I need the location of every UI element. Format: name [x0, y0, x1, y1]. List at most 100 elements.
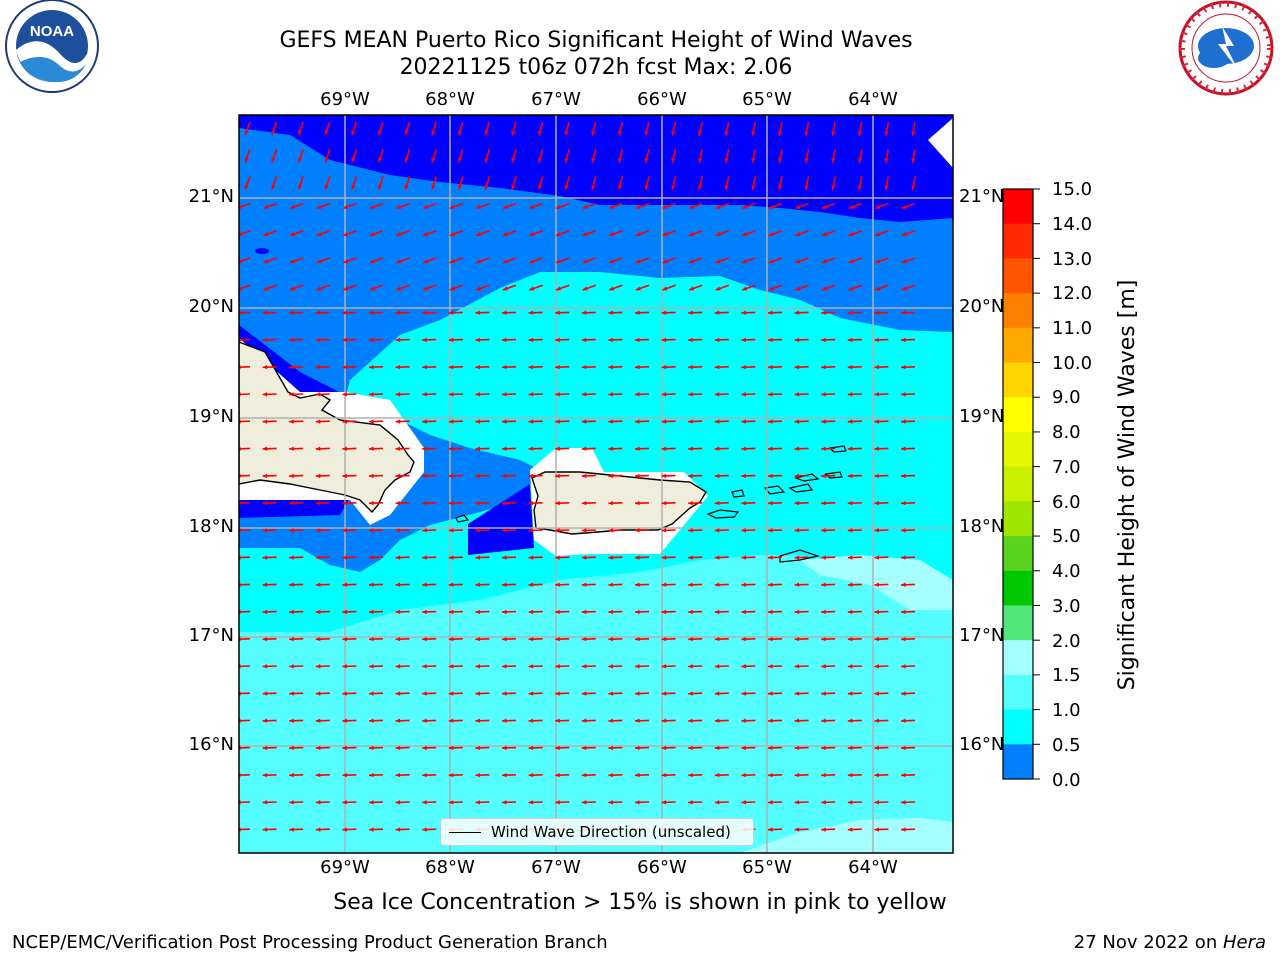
wave-arrow-head: [395, 337, 401, 343]
colorbar-segment: [1003, 258, 1033, 294]
wave-arrow-head: [874, 500, 879, 506]
wave-arrow-head: [448, 636, 454, 642]
wave-arrow-head: [315, 800, 321, 805]
wave-arrow-head: [343, 259, 349, 264]
wave-arrow-head: [581, 609, 587, 615]
wave-arrow-head: [475, 636, 480, 642]
wave-arrow-head: [555, 446, 560, 451]
wave-arrow-head: [768, 609, 773, 615]
wave-arrow-head: [847, 364, 853, 370]
wave-arrow-head: [662, 204, 668, 209]
wave-arrow-head: [848, 232, 854, 237]
wave-arrow-head: [263, 259, 269, 264]
wave-arrow-head: [847, 500, 853, 506]
wave-arrow-head: [661, 800, 667, 805]
wave-arrow-head: [635, 259, 641, 264]
wave-arrow-head: [714, 636, 720, 642]
wave-arrow-head: [768, 232, 774, 237]
wave-arrow-head: [422, 473, 427, 479]
wave-arrow-head: [874, 555, 879, 560]
wave-arrow-head: [661, 745, 667, 751]
wave-arrow-head: [342, 446, 347, 451]
wave-arrow-head: [688, 473, 693, 479]
wave-arrow-head: [404, 157, 409, 163]
wave-arrow-head: [768, 204, 774, 209]
wave-arrow-head: [662, 286, 668, 291]
wave-arrow-head: [449, 259, 455, 264]
wave-arrow-head: [768, 827, 773, 832]
wave-arrow-head: [448, 800, 454, 805]
wave-arrow-head: [874, 364, 879, 370]
lon-label-bottom: 66°W: [637, 857, 687, 878]
wave-arrow-head: [262, 582, 268, 587]
wave-arrow-head: [395, 528, 401, 533]
wave-arrow-head: [901, 800, 906, 805]
wave-arrow-head: [289, 609, 294, 615]
wave-arrow-head: [581, 745, 587, 751]
wave-arrow-head: [821, 582, 826, 587]
wave-arrow-head: [768, 337, 773, 343]
wave-arrow-head: [884, 185, 889, 191]
wave-arrow-head: [794, 664, 800, 669]
wave-arrow-head: [342, 555, 347, 560]
wave-arrow-head: [768, 745, 773, 751]
wave-arrow-head: [821, 419, 826, 424]
wave-arrow-head: [874, 745, 879, 751]
wave-arrow-head: [831, 158, 836, 163]
wave-arrow-head: [262, 664, 268, 669]
wave-arrow-head: [369, 609, 374, 615]
wave-arrow-head: [528, 745, 534, 751]
band-2p0-3p0-east: [800, 555, 953, 610]
wave-arrow-head: [448, 500, 454, 506]
wave-arrow-head: [502, 419, 507, 424]
wave-arrow-head: [821, 800, 826, 805]
wave-arrow-head: [528, 691, 534, 696]
wave-arrow-head: [448, 772, 454, 778]
wave-arrow-head: [502, 582, 507, 587]
wave-arrow-head: [395, 582, 401, 587]
wave-arrow-head: [741, 500, 746, 506]
wave-arrow-head: [741, 419, 746, 424]
wave-arrow-head: [484, 130, 489, 136]
wave-arrow-head: [697, 130, 703, 136]
wave-arrow-head: [697, 185, 703, 191]
wave-arrow-head: [395, 772, 401, 778]
lat-label-right: 21°N: [959, 186, 1005, 207]
wave-arrow-head: [528, 772, 534, 778]
wave-arrow-head: [262, 609, 268, 615]
colorbar-segment: [1003, 431, 1033, 468]
wave-arrow-head: [342, 419, 347, 424]
wave-arrow-head: [423, 204, 429, 209]
wave-arrow-head: [556, 204, 562, 209]
wave-arrow-head: [847, 609, 853, 615]
wave-arrow-head: [289, 582, 294, 587]
wave-arrow-head: [617, 185, 623, 190]
wave-arrow-head: [244, 130, 249, 136]
wave-arrow-head: [289, 555, 294, 560]
wave-arrow-head: [555, 555, 560, 560]
wave-arrow-head: [688, 636, 693, 642]
wave-arrow-head: [448, 473, 454, 479]
colorbar-tick: 2.0: [1052, 631, 1081, 652]
wave-arrow-head: [476, 286, 482, 291]
wave-arrow-head: [396, 286, 402, 291]
wave-arrow-head: [768, 286, 774, 291]
wave-arrow-head: [901, 286, 907, 291]
wave-arrow-head: [475, 691, 480, 696]
wave-arrow-head: [689, 232, 695, 237]
wave-arrow-head: [768, 555, 773, 560]
wave-arrow-head: [901, 582, 906, 587]
wave-arrow-head: [342, 718, 347, 723]
wave-arrow-head: [847, 691, 853, 696]
wave-arrow-head: [741, 473, 746, 479]
wave-arrow-head: [555, 337, 560, 343]
wave-arrow-head: [821, 500, 826, 506]
lon-label-bottom: 67°W: [531, 857, 581, 878]
lat-label-left: 19°N: [188, 406, 234, 427]
noaa-logo: NOAA: [5, 0, 99, 93]
wave-arrow-head: [262, 500, 268, 506]
wave-arrow-head: [502, 718, 507, 723]
wave-arrow-head: [502, 473, 507, 479]
lat-label-left: 16°N: [188, 734, 234, 755]
wave-arrow-head: [271, 130, 276, 136]
